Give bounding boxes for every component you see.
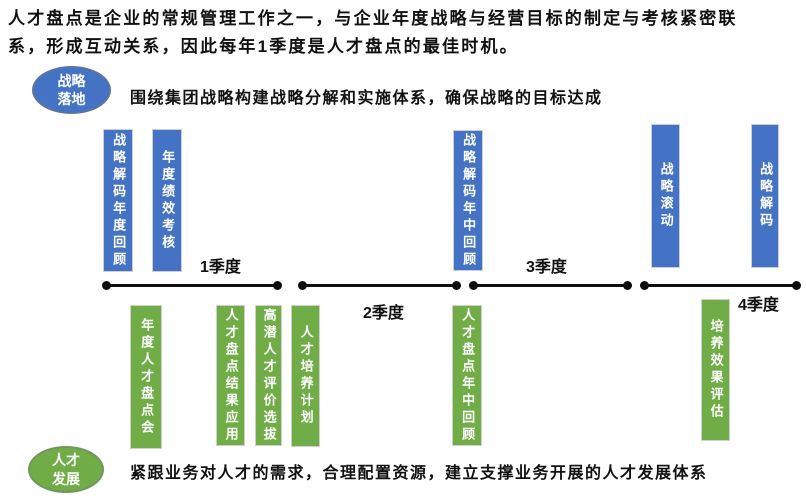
bar-label: 战略滚动 [658, 162, 674, 230]
strategy-bar-strategy-decode: 战略解码 [751, 124, 779, 268]
bar-label: 战略解码年中回顾 [461, 132, 477, 269]
strategy-bar-strategy-rolling: 战略滚动 [651, 124, 680, 268]
timeline-segment-q4 [640, 281, 801, 290]
strategy-ellipse-label: 战略 落地 [57, 72, 86, 107]
timeline-segment-q2 [298, 281, 461, 290]
timeline-segment-q1 [102, 281, 282, 290]
strategy-bar-annual-decode-review: 战略解码年度回顾 [103, 129, 133, 272]
bar-label: 年度人才盘点会 [139, 317, 155, 437]
bar-label: 战略解码 [758, 162, 774, 230]
talent-bar-training-effect-evaluation: 培养效果评估 [701, 299, 730, 441]
quarter-label-1: 1季度 [200, 259, 241, 276]
strategy-bar-annual-performance-appraisal: 年度绩效考核 [152, 129, 182, 272]
talent-description: 紧跟业务对人才的需求，合理配置资源，建立支撑业务开展的人才发展体系 [130, 465, 708, 482]
bar-label: 人才盘点结果应用 [223, 307, 239, 444]
quarter-label-2: 2季度 [363, 305, 404, 322]
talent-ellipse-label: 人才 发展 [52, 452, 80, 487]
quarter-label-3: 3季度 [526, 259, 567, 276]
bar-label: 高潜人才评价选拔 [261, 307, 277, 444]
bar-label: 培养效果评估 [708, 319, 724, 421]
bar-label: 人才盘点年中回顾 [460, 307, 476, 444]
talent-bar-development-plan: 人才培养计划 [291, 305, 320, 447]
talent-bar-annual-review-meeting: 年度人才盘点会 [130, 305, 162, 449]
strategy-ellipse: 战略 落地 [32, 66, 111, 114]
talent-bar-midyear-review: 人才盘点年中回顾 [452, 305, 482, 446]
quarter-label-4: 4季度 [738, 297, 779, 314]
intro-paragraph: 人才盘点是企业的常规管理工作之一，与企业年度战略与经营目标的制定与考核紧密联 系… [8, 9, 738, 56]
talent-bar-high-potential-selection: 高潜人才评价选拔 [255, 305, 282, 446]
strategy-bar-midyear-decode-review: 战略解码年中回顾 [453, 130, 483, 271]
bar-label: 年度绩效考核 [160, 149, 176, 252]
strategy-description: 围绕集团战略构建战略分解和实施体系，确保战略的目标达成 [130, 90, 603, 107]
talent-bar-review-result-application: 人才盘点结果应用 [216, 305, 245, 446]
timeline-segment-q3 [469, 281, 632, 290]
bar-label: 人才培养计划 [298, 325, 314, 427]
bar-label: 战略解码年度回顾 [111, 132, 127, 269]
talent-ellipse: 人才 发展 [28, 446, 104, 493]
